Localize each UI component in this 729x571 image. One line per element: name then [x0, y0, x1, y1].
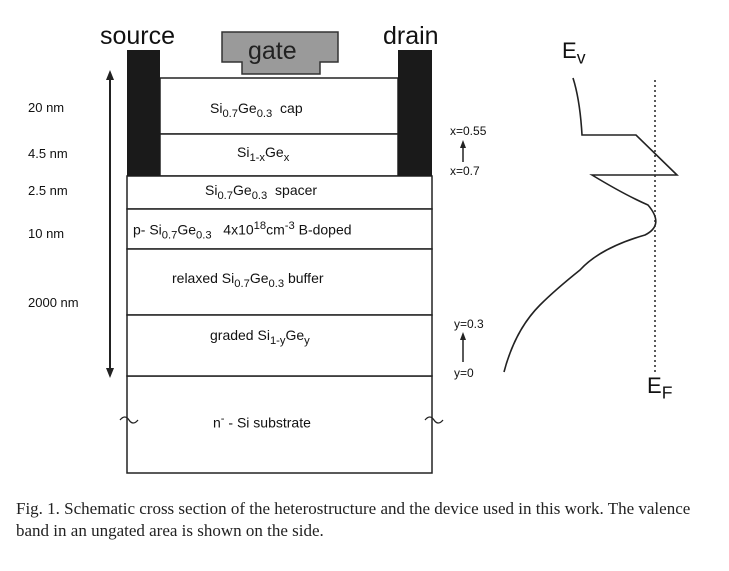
valence-band-curve — [503, 77, 679, 373]
thickness-doped: 10 nm — [28, 226, 65, 241]
buffer-layer — [126, 248, 433, 316]
break-mark-right — [424, 416, 444, 424]
break-mark-left — [119, 416, 139, 424]
thickness-buffer: 2000 nm — [28, 295, 79, 310]
x-bottom-annotation: x=0.7 — [450, 164, 480, 178]
substrate-layer-label: n- - Si substrate — [213, 413, 311, 431]
thickness-arrow-top — [106, 70, 114, 80]
source-label: source — [100, 22, 176, 50]
thickness-arrow-bottom — [106, 368, 114, 378]
doped-layer-label: p- Si0.7Ge0.3 4x1018cm-3 B-doped — [133, 220, 352, 242]
figure-caption: Fig. 1. Schematic cross section of the h… — [16, 499, 691, 540]
x-top-annotation: x=0.55 — [450, 124, 487, 138]
graded-layer — [126, 314, 433, 377]
channel-layer-label: Si1-xGex — [237, 144, 290, 164]
y-bottom-annotation: y=0 — [454, 366, 474, 380]
gate-contact — [221, 31, 339, 75]
thickness-cap: 20 nm — [28, 100, 65, 115]
cap-layer-label: Si0.7Ge0.3 cap — [210, 100, 303, 120]
thickness-spacer: 2.5 nm — [28, 183, 68, 198]
fermi-level-label: EF — [647, 373, 673, 403]
cap-layer — [159, 77, 399, 135]
drain-contact — [398, 50, 432, 176]
spacer-layer — [126, 175, 433, 210]
graded-layer-label: graded Si1-yGey — [210, 327, 310, 347]
valence-band-label: Ev — [562, 38, 586, 68]
thickness-channel: 4.5 nm — [28, 146, 68, 161]
doped-layer — [126, 208, 433, 250]
drain-label: drain — [383, 22, 439, 50]
gate-label: gate — [248, 37, 297, 65]
x-arrow-head — [460, 140, 466, 148]
source-contact — [127, 50, 160, 176]
y-arrow-head — [460, 332, 466, 340]
substrate-layer — [126, 375, 433, 474]
y-top-annotation: y=0.3 — [454, 317, 484, 331]
spacer-layer-label: Si0.7Ge0.3 spacer — [205, 182, 318, 202]
buffer-layer-label: relaxed Si0.7Ge0.3 buffer — [172, 270, 324, 290]
